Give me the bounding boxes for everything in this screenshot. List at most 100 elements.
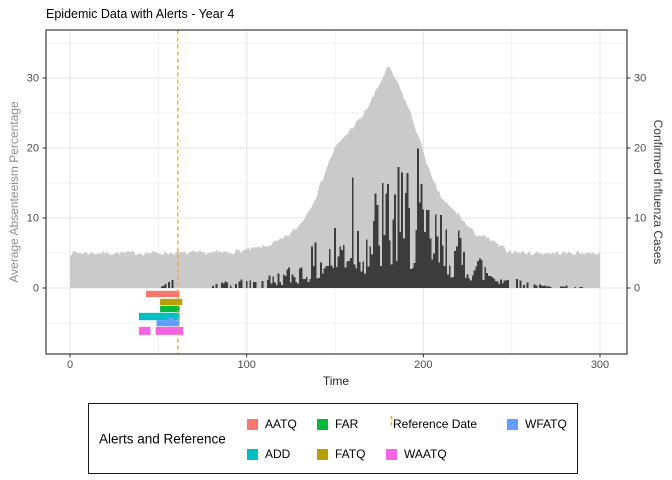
legend-item-far: FAR xyxy=(317,416,358,432)
alert-bar-add xyxy=(138,312,180,321)
influenza-bar xyxy=(523,284,525,288)
influenza-bar xyxy=(427,209,430,288)
alert-bars xyxy=(138,290,184,335)
influenza-bar-peak xyxy=(397,166,400,288)
influenza-bar xyxy=(339,246,342,288)
influenza-bar xyxy=(496,281,499,288)
x-tick-label: 300 xyxy=(591,359,609,371)
influenza-bar xyxy=(298,268,301,288)
influenza-bar xyxy=(254,281,257,288)
influenza-bar xyxy=(438,262,441,288)
influenza-bar xyxy=(533,284,536,288)
influenza-bar xyxy=(560,286,563,288)
influenza-bar xyxy=(466,274,469,288)
influenza-bar xyxy=(516,278,518,288)
influenza-bar xyxy=(484,267,487,288)
legend-item-reference-date: Reference Date xyxy=(386,416,477,432)
influenza-bar xyxy=(464,277,467,288)
influenza-bar xyxy=(410,268,412,288)
alert-bar-wfatq xyxy=(167,317,175,327)
influenza-bar xyxy=(284,276,287,288)
influenza-bar xyxy=(456,246,458,288)
influenza-bar xyxy=(160,286,163,288)
influenza-bar xyxy=(314,242,317,288)
y-axis-left-title: Average Absenteeism Percentage xyxy=(7,101,21,283)
influenza-bar xyxy=(489,276,492,288)
legend-key-swatch-icon xyxy=(317,418,328,430)
influenza-bar xyxy=(289,282,292,288)
legend-key-swatch-icon xyxy=(247,448,258,460)
legend-label: AATQ xyxy=(265,417,297,431)
influenza-bar xyxy=(450,277,453,288)
influenza-bar xyxy=(540,285,543,288)
alert-bar-far xyxy=(160,305,180,313)
influenza-bar xyxy=(441,245,444,288)
influenza-bar xyxy=(350,257,352,288)
influenza-bar xyxy=(565,285,568,288)
influenza-bar xyxy=(162,285,165,288)
influenza-bar xyxy=(403,238,405,288)
influenza-bar xyxy=(341,249,343,288)
alert-bar-fatq xyxy=(160,298,183,306)
influenza-bar xyxy=(297,283,299,288)
influenza-bar xyxy=(374,193,377,288)
influenza-bar xyxy=(302,278,305,288)
influenza-bar xyxy=(431,259,434,288)
legend-item-fatq: FATQ xyxy=(317,446,365,462)
legend-label: FAR xyxy=(335,417,359,431)
influenza-bar xyxy=(546,286,548,288)
influenza-bar xyxy=(282,274,285,288)
x-tick-label: 100 xyxy=(237,359,255,371)
influenza-bar xyxy=(408,207,411,288)
influenza-bar xyxy=(275,284,278,288)
influenza-bar xyxy=(486,273,488,288)
legend-title: Alerts and Reference xyxy=(99,431,226,446)
y-right-tick-label: 0 xyxy=(634,283,640,295)
influenza-bar-peak xyxy=(406,173,409,288)
influenza-bar xyxy=(425,210,428,288)
influenza-bar xyxy=(369,246,372,288)
influenza-bar xyxy=(358,261,361,288)
influenza-bar xyxy=(293,276,296,288)
influenza-bar xyxy=(268,275,271,288)
influenza-bar-peak xyxy=(351,177,354,288)
influenza-bar xyxy=(323,268,326,288)
influenza-bar xyxy=(344,267,347,288)
influenza-bar xyxy=(420,184,423,288)
influenza-bar xyxy=(457,230,460,288)
influenza-bar xyxy=(468,278,471,288)
influenza-bar xyxy=(562,286,564,288)
influenza-bar xyxy=(447,274,449,288)
influenza-bar xyxy=(500,279,502,288)
influenza-bar xyxy=(171,279,174,288)
influenza-bar xyxy=(365,239,368,288)
absenteeism-area-series xyxy=(70,66,601,289)
influenza-bar xyxy=(394,194,396,288)
influenza-bar xyxy=(473,270,476,288)
panel-border xyxy=(45,29,628,355)
influenza-bar xyxy=(330,265,333,288)
legend-item-add: ADD xyxy=(247,446,290,462)
influenza-bar xyxy=(544,285,547,288)
influenza-bar xyxy=(270,283,273,288)
influenza-bar xyxy=(380,266,382,288)
influenza-bar-peak xyxy=(417,148,419,288)
legend-item-waatq: WAATQ xyxy=(386,446,447,462)
influenza-bar xyxy=(240,279,243,288)
influenza-bar xyxy=(526,282,529,288)
influenza-bar xyxy=(443,265,446,288)
influenza-bar xyxy=(238,281,241,288)
legend-key-swatch-icon xyxy=(507,418,518,430)
influenza-bar xyxy=(387,184,389,288)
alert-bar-aatq xyxy=(145,290,180,298)
influenza-bar xyxy=(164,284,167,288)
influenza-bar xyxy=(266,280,269,288)
influenza-bar xyxy=(401,172,404,288)
influenza-bar xyxy=(355,268,358,288)
influenza-bar xyxy=(507,279,510,288)
influenza-bar xyxy=(291,274,294,288)
y-left-tick-label: 20 xyxy=(27,143,39,155)
influenza-bar xyxy=(399,231,402,288)
influenza-bar xyxy=(312,266,315,288)
